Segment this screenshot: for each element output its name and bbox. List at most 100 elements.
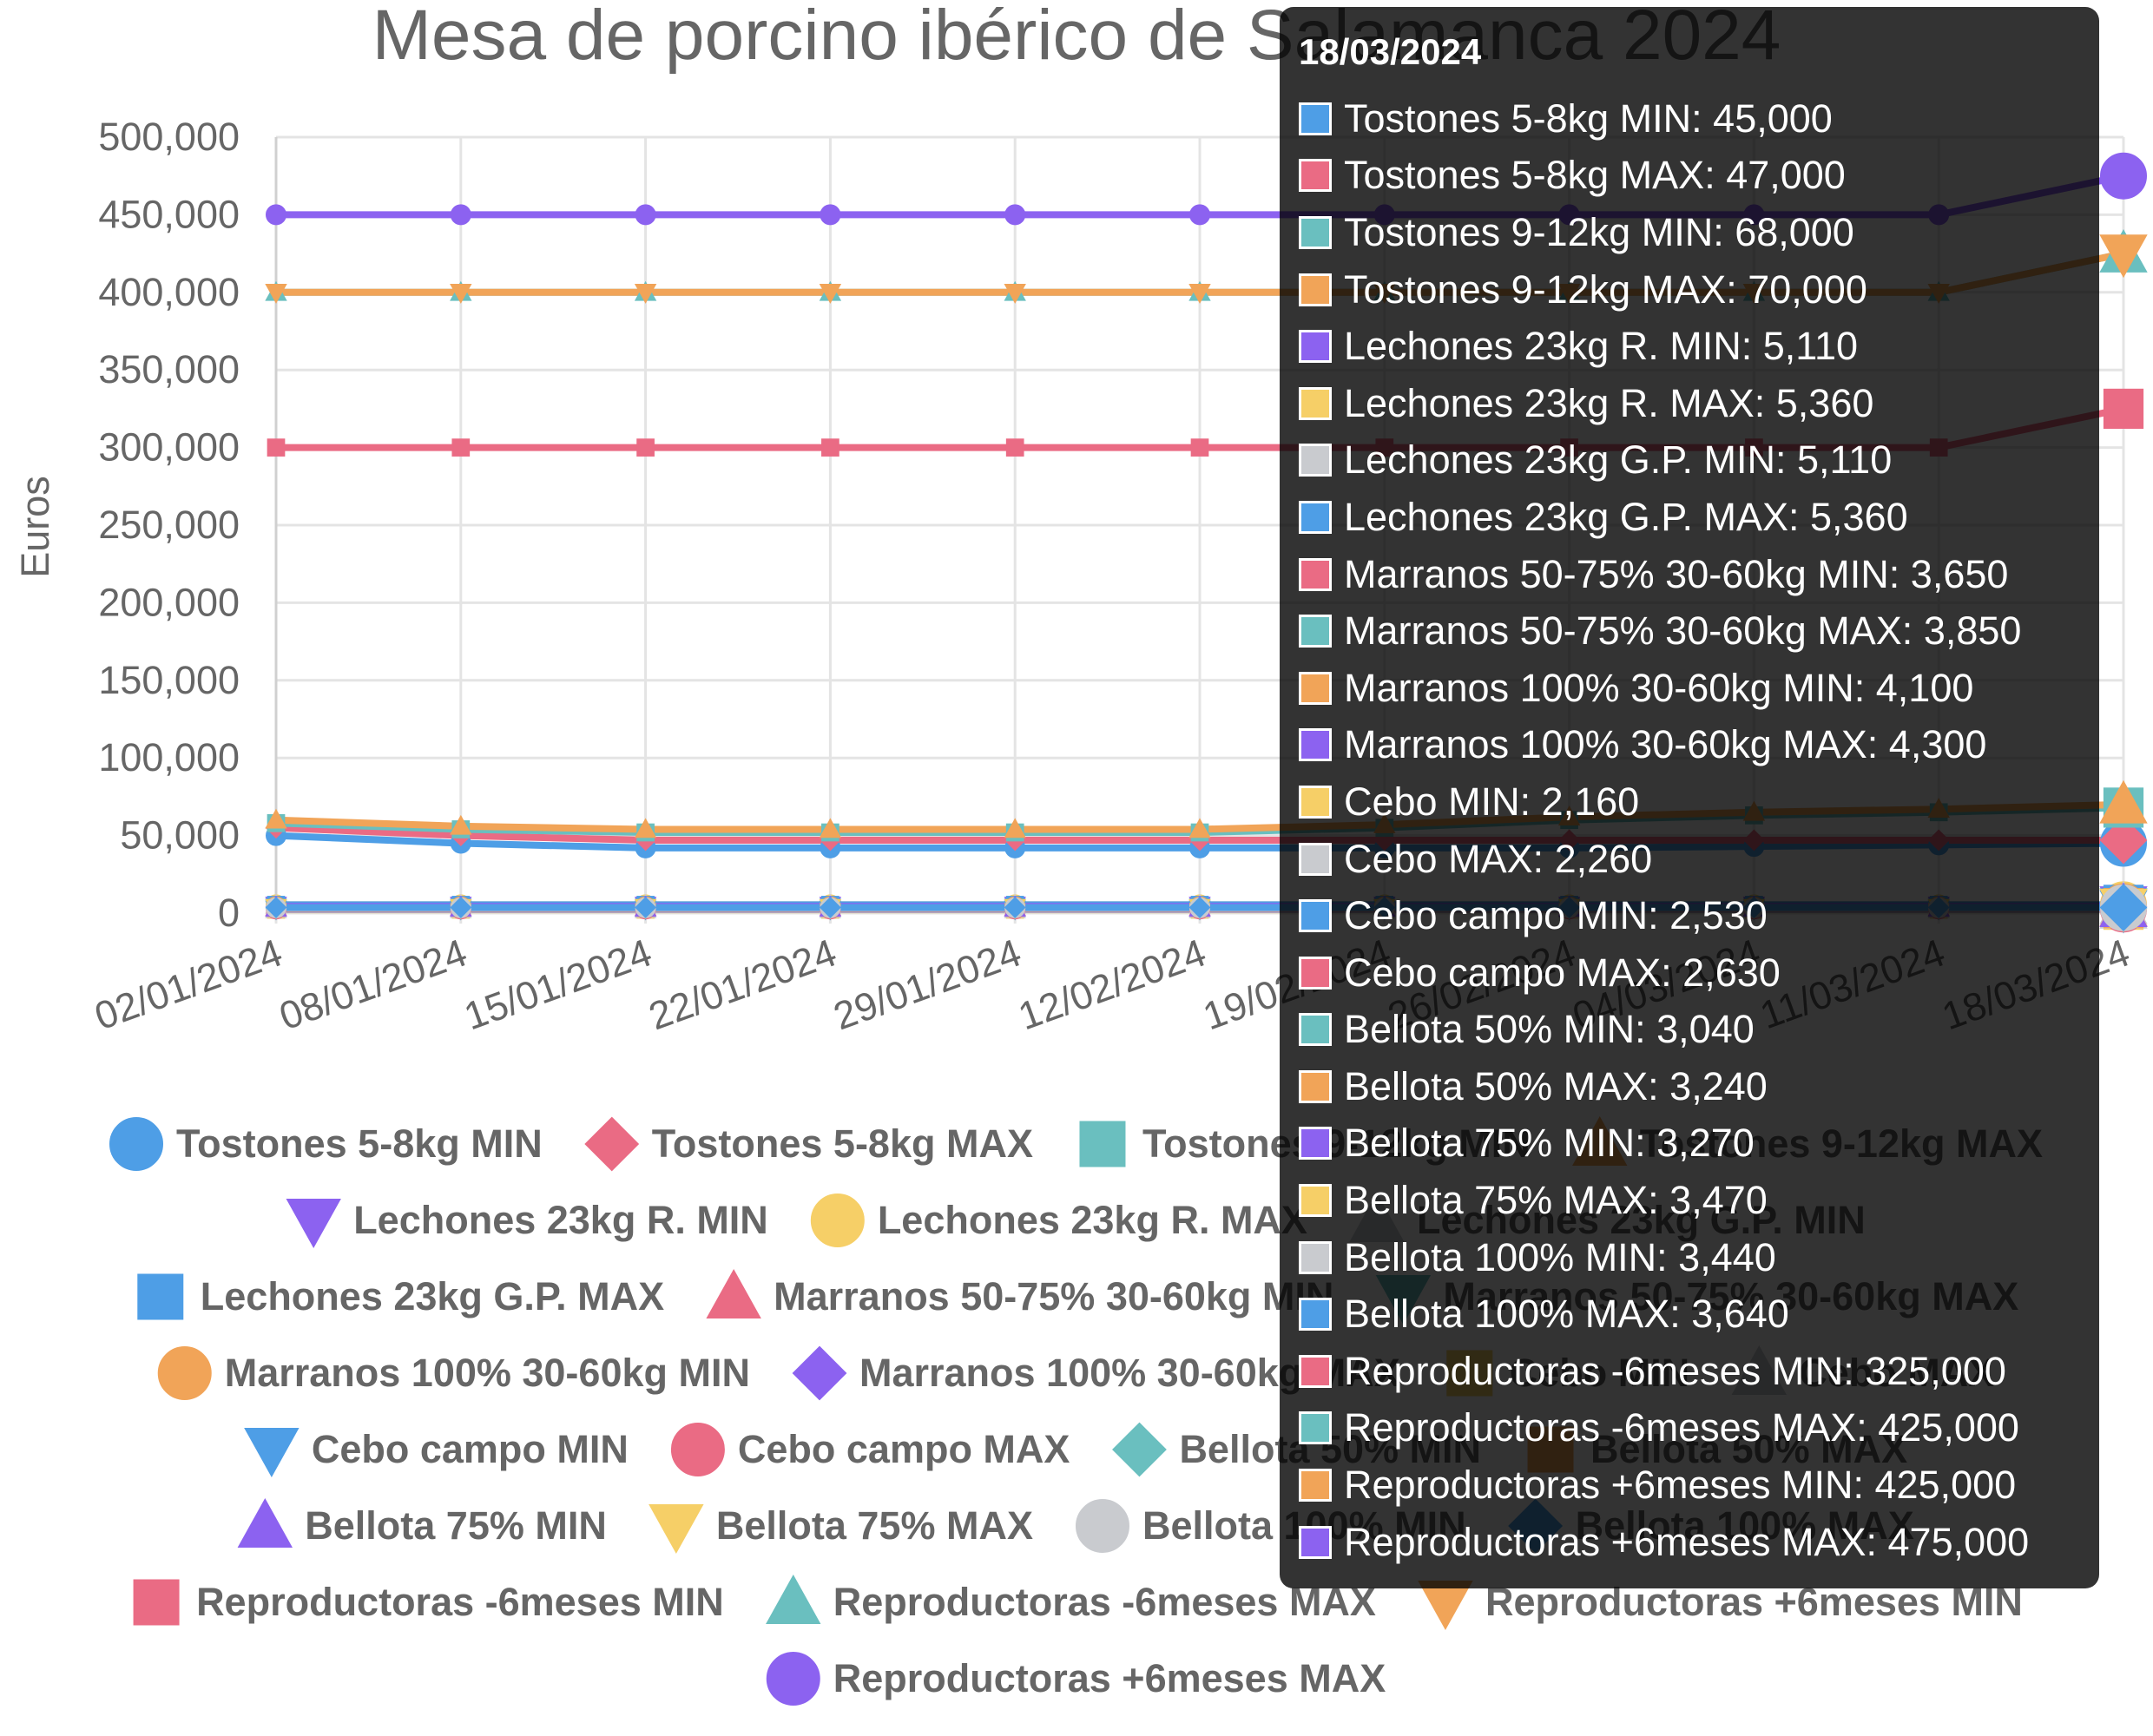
tooltip-row: Lechones 23kg R. MAX: 5,360 bbox=[1299, 375, 2080, 432]
tooltip-swatch bbox=[1299, 728, 1332, 762]
legend-marker-reproductoras-6meses-max bbox=[766, 1574, 821, 1624]
y-axis-title: Euros bbox=[13, 476, 57, 578]
data-point-bellota-100-max bbox=[819, 897, 841, 918]
tooltip-item-text: Marranos 50-75% 30-60kg MAX: 3,850 bbox=[1344, 608, 2022, 654]
data-point-bellota-100-max bbox=[265, 897, 287, 918]
tooltip-item-text: Reproductoras -6meses MIN: 325,000 bbox=[1344, 1348, 2006, 1393]
legend-label: Marranos 50-75% 30-60kg MIN bbox=[774, 1274, 1333, 1318]
tooltip-item-text: Bellota 75% MAX: 3,470 bbox=[1344, 1178, 1768, 1223]
tooltip-swatch bbox=[1299, 1240, 1332, 1274]
tooltip-item-text: Cebo campo MIN: 2,530 bbox=[1344, 893, 1768, 938]
y-axis-ticks: 0 50,000 100,000 150,000 200,000 250,000 300,0… bbox=[98, 115, 240, 935]
tooltip-row: Lechones 23kg G.P. MAX: 5,360 bbox=[1299, 489, 2080, 546]
data-point-reproductoras-6meses-min bbox=[1188, 284, 1211, 304]
data-point-reproductoras-6meses-max bbox=[1189, 204, 1210, 226]
tooltip-row: Bellota 75% MIN: 3,270 bbox=[1299, 1115, 2080, 1173]
data-point-reproductoras-6meses-min bbox=[265, 284, 287, 304]
legend-marker-bellota-75-max bbox=[649, 1504, 704, 1555]
tooltip-swatch bbox=[1299, 102, 1332, 135]
legend-label: Tostones 5-8kg MAX bbox=[652, 1121, 1033, 1166]
x-tick-label: 02/01/2024 bbox=[89, 930, 287, 1038]
tooltip-swatch bbox=[1299, 842, 1332, 876]
data-point-reproductoras-6meses-min bbox=[1190, 438, 1209, 457]
tooltip-row: Cebo campo MAX: 2,630 bbox=[1299, 944, 2080, 1002]
legend-label: Tostones 5-8kg MIN bbox=[176, 1121, 543, 1166]
data-point-reproductoras-6meses-max bbox=[1004, 204, 1026, 226]
data-point-reproductoras-6meses-min bbox=[267, 438, 286, 457]
tooltip-swatch bbox=[1299, 615, 1332, 648]
data-point-bellota-100-max bbox=[1004, 897, 1026, 918]
legend-item: Cebo campo MAX bbox=[670, 1423, 1070, 1476]
data-point-reproductoras-6meses-min bbox=[2103, 388, 2144, 429]
legend-marker-tostones-5-8kg-min bbox=[109, 1117, 164, 1171]
legend-marker-cebo-campo-min bbox=[244, 1428, 300, 1478]
legend-label: Lechones 23kg G.P. MAX bbox=[201, 1274, 664, 1318]
tooltip-row: Tostones 9-12kg MIN: 68,000 bbox=[1299, 204, 2080, 261]
tooltip-swatch bbox=[1299, 1298, 1332, 1332]
legend-label: Marranos 100% 30-60kg MIN bbox=[225, 1351, 750, 1395]
tooltip-item-text: Marranos 100% 30-60kg MIN: 4,100 bbox=[1344, 665, 1974, 710]
tooltip-swatch bbox=[1299, 899, 1332, 933]
tooltip-row: Reproductoras +6meses MIN: 425,000 bbox=[1299, 1457, 2080, 1514]
tooltip-swatch bbox=[1299, 671, 1332, 705]
legend-marker-marranos-100-30-60kg-max bbox=[792, 1345, 847, 1401]
data-point-reproductoras-6meses-max bbox=[450, 204, 471, 226]
legend-label: Lechones 23kg R. MIN bbox=[353, 1198, 768, 1242]
tooltip-row: Tostones 5-8kg MAX: 47,000 bbox=[1299, 148, 2080, 205]
data-point-reproductoras-6meses-max bbox=[266, 204, 286, 226]
x-tick-label: 22/01/2024 bbox=[643, 930, 842, 1038]
tooltip-item-text: Reproductoras -6meses MAX: 425,000 bbox=[1344, 1405, 2019, 1450]
legend-marker-tostones-9-12kg-min bbox=[1079, 1121, 1126, 1167]
data-point-reproductoras-6meses-min bbox=[821, 438, 839, 457]
tooltip-row: Lechones 23kg R. MIN: 5,110 bbox=[1299, 318, 2080, 375]
data-point-tostones-9-12kg-max bbox=[265, 808, 287, 829]
legend-item: Bellota 75% MAX bbox=[649, 1503, 1033, 1555]
data-point-reproductoras-6meses-max bbox=[2100, 152, 2147, 200]
y-tick-label: 0 bbox=[218, 891, 240, 935]
tooltip-row: Lechones 23kg G.P. MIN: 5,110 bbox=[1299, 432, 2080, 490]
legend-marker-bellota-50-min bbox=[1112, 1422, 1167, 1477]
x-tick-label: 29/01/2024 bbox=[828, 930, 1027, 1038]
tooltip-row: Bellota 75% MAX: 3,470 bbox=[1299, 1172, 2080, 1229]
tooltip-row: Bellota 50% MIN: 3,040 bbox=[1299, 1002, 2080, 1059]
legend-item: Bellota 75% MIN bbox=[237, 1497, 607, 1548]
y-tick-label: 50,000 bbox=[120, 813, 240, 858]
tooltip-swatch bbox=[1299, 330, 1332, 364]
legend-item: Cebo campo MIN bbox=[244, 1427, 629, 1478]
tooltip-row: Cebo campo MIN: 2,530 bbox=[1299, 887, 2080, 944]
legend-marker-reproductoras-6meses-max bbox=[766, 1652, 820, 1706]
data-point-tostones-9-12kg-max bbox=[2099, 779, 2148, 824]
x-tick-label: 12/02/2024 bbox=[1012, 930, 1211, 1038]
tooltip-swatch bbox=[1299, 1469, 1332, 1503]
legend-label: Reproductoras +6meses MAX bbox=[833, 1656, 1386, 1700]
tooltip-item-text: Lechones 23kg G.P. MAX: 5,360 bbox=[1344, 494, 1908, 539]
tooltip: 18/03/2024 Tostones 5-8kg MIN: 45,000 Tos… bbox=[1280, 7, 2099, 1588]
tooltip-swatch bbox=[1299, 444, 1332, 477]
data-point-reproductoras-6meses-min bbox=[1004, 284, 1026, 304]
tooltip-item-text: Bellota 50% MIN: 3,040 bbox=[1344, 1007, 1755, 1052]
y-tick-label: 250,000 bbox=[98, 503, 240, 547]
tooltip-item-text: Tostones 5-8kg MIN: 45,000 bbox=[1344, 95, 1833, 141]
x-tick-label: 15/01/2024 bbox=[458, 930, 657, 1038]
tooltip-row: Marranos 50-75% 30-60kg MAX: 3,850 bbox=[1299, 602, 2080, 660]
tooltip-item-text: Tostones 9-12kg MAX: 70,000 bbox=[1344, 266, 1867, 312]
data-point-bellota-100-max bbox=[2099, 884, 2148, 931]
tooltip-row: Cebo MAX: 2,260 bbox=[1299, 831, 2080, 888]
data-point-reproductoras-6meses-min bbox=[634, 284, 657, 304]
tooltip-row: Bellota 100% MAX: 3,640 bbox=[1299, 1286, 2080, 1343]
legend-marker-lechones-23kg-g-p-max bbox=[137, 1273, 184, 1320]
tooltip-swatch bbox=[1299, 159, 1332, 193]
legend-label: Bellota 75% MAX bbox=[716, 1503, 1033, 1548]
tooltip-row: Bellota 100% MIN: 3,440 bbox=[1299, 1229, 2080, 1286]
tooltip-title: 18/03/2024 bbox=[1299, 31, 1482, 72]
legend-label: Cebo campo MIN bbox=[312, 1427, 629, 1471]
data-point-reproductoras-6meses-max bbox=[820, 204, 841, 226]
legend-item: Tostones 5-8kg MIN bbox=[109, 1117, 543, 1171]
legend-label: Reproductoras -6meses MAX bbox=[833, 1580, 1376, 1624]
tooltip-item-text: Reproductoras +6meses MAX: 475,000 bbox=[1344, 1519, 2030, 1564]
tooltip-swatch bbox=[1299, 1069, 1332, 1103]
tooltip-item-text: Bellota 75% MIN: 3,270 bbox=[1344, 1121, 1755, 1166]
legend-item: Reproductoras -6meses MAX bbox=[766, 1574, 1376, 1624]
data-point-tostones-9-12kg-max bbox=[819, 818, 842, 838]
tooltip-swatch bbox=[1299, 386, 1332, 420]
